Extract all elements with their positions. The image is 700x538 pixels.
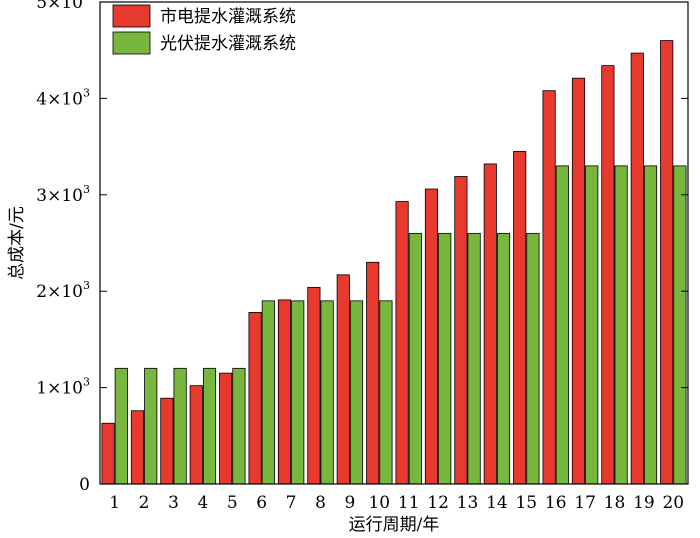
bar-s2-17 bbox=[585, 165, 599, 485]
bar-s2-8 bbox=[320, 300, 334, 485]
bar-s1-17 bbox=[571, 77, 586, 485]
bar-s1-19 bbox=[630, 52, 644, 485]
bar-s2-15 bbox=[526, 232, 540, 485]
x-tick-label-1: 1 bbox=[109, 493, 120, 513]
bar-s1-16 bbox=[542, 90, 556, 485]
legend-swatch-1 bbox=[112, 4, 151, 28]
bar-s1-13 bbox=[454, 176, 468, 485]
x-tick-label-14: 14 bbox=[486, 493, 508, 513]
bar-s2-14 bbox=[496, 232, 511, 485]
plot-frame bbox=[99, 1, 689, 485]
bar-s2-5 bbox=[232, 367, 246, 485]
bar-s1-1 bbox=[101, 422, 115, 485]
bar-s2-16 bbox=[555, 165, 569, 485]
y-axis-title: 总成本/元 bbox=[7, 206, 27, 280]
bars-layer bbox=[101, 40, 687, 485]
legend-label-2: 光伏提水灌溉系统 bbox=[160, 34, 296, 54]
bar-s2-11 bbox=[408, 232, 422, 485]
bar-s2-19 bbox=[643, 165, 658, 485]
x-tick-label-15: 15 bbox=[515, 493, 537, 513]
x-axis-title: 运行周期/年 bbox=[349, 515, 440, 535]
x-tick-label-9: 9 bbox=[344, 493, 355, 513]
bar-s2-13 bbox=[467, 232, 481, 485]
x-tick-label-16: 16 bbox=[545, 493, 567, 513]
bar-s1-10 bbox=[366, 261, 380, 485]
x-tick-label-6: 6 bbox=[256, 493, 267, 513]
bar-s2-12 bbox=[438, 232, 452, 485]
x-tick-label-10: 10 bbox=[368, 493, 390, 513]
bar-s1-3 bbox=[160, 397, 174, 485]
bar-s1-6 bbox=[248, 312, 262, 485]
bar-s1-12 bbox=[424, 188, 439, 485]
x-ticks: 1 2 3 4 5 6 7 8 9 10 11 12 13 14 15 16 17 18 19 20 bbox=[109, 493, 684, 513]
x-tick-label-13: 13 bbox=[457, 493, 479, 513]
bar-s2-7 bbox=[291, 300, 305, 485]
bar-s1-4 bbox=[189, 385, 203, 485]
y-tick-label: 0 bbox=[79, 475, 90, 495]
y-tick-label: 3×103 bbox=[36, 183, 90, 206]
bar-s2-2 bbox=[144, 367, 158, 485]
y-tick-label: 5×103 bbox=[36, 0, 90, 13]
bar-s1-2 bbox=[130, 410, 145, 485]
bar-s1-7 bbox=[277, 299, 292, 485]
bar-s2-10 bbox=[379, 300, 393, 485]
bar-s1-11 bbox=[395, 201, 409, 485]
x-tick-label-4: 4 bbox=[197, 493, 208, 513]
x-tick-label-5: 5 bbox=[227, 493, 238, 513]
bar-s1-8 bbox=[307, 286, 321, 485]
bar-s1-18 bbox=[601, 65, 615, 485]
bar-s1-14 bbox=[483, 163, 497, 485]
bar-s2-20 bbox=[673, 165, 687, 485]
x-tick-label-8: 8 bbox=[315, 493, 326, 513]
y-ticks: 0 1×103 2×103 3×103 4×103 5×103 bbox=[36, 0, 688, 495]
bar-s2-1 bbox=[114, 367, 128, 485]
bar-s2-6 bbox=[261, 300, 275, 485]
x-tick-label-19: 19 bbox=[633, 493, 655, 513]
bar-s1-20 bbox=[660, 40, 674, 485]
x-tick-label-17: 17 bbox=[574, 493, 596, 513]
bar-s1-9 bbox=[336, 274, 350, 485]
x-tick-label-3: 3 bbox=[168, 493, 179, 513]
x-tick-label-11: 11 bbox=[398, 493, 420, 513]
x-tick-label-18: 18 bbox=[604, 493, 626, 513]
bar-s2-3 bbox=[173, 367, 187, 485]
x-tick-label-12: 12 bbox=[427, 493, 449, 513]
x-tick-label-20: 20 bbox=[662, 493, 684, 513]
bar-s1-15 bbox=[513, 151, 527, 485]
bar-s2-9 bbox=[349, 300, 364, 485]
x-tick-label-2: 2 bbox=[139, 493, 150, 513]
bar-s2-18 bbox=[614, 165, 628, 485]
bar-s1-5 bbox=[219, 372, 233, 485]
bar-s2-4 bbox=[202, 367, 217, 485]
y-tick-label: 1×103 bbox=[36, 376, 90, 399]
legend-label-1: 市电提水灌溉系统 bbox=[160, 7, 296, 27]
y-tick-label: 4×103 bbox=[36, 86, 90, 109]
legend-swatch-2 bbox=[112, 31, 151, 55]
y-tick-label: 2×103 bbox=[36, 279, 90, 302]
x-tick-label-7: 7 bbox=[286, 493, 297, 513]
